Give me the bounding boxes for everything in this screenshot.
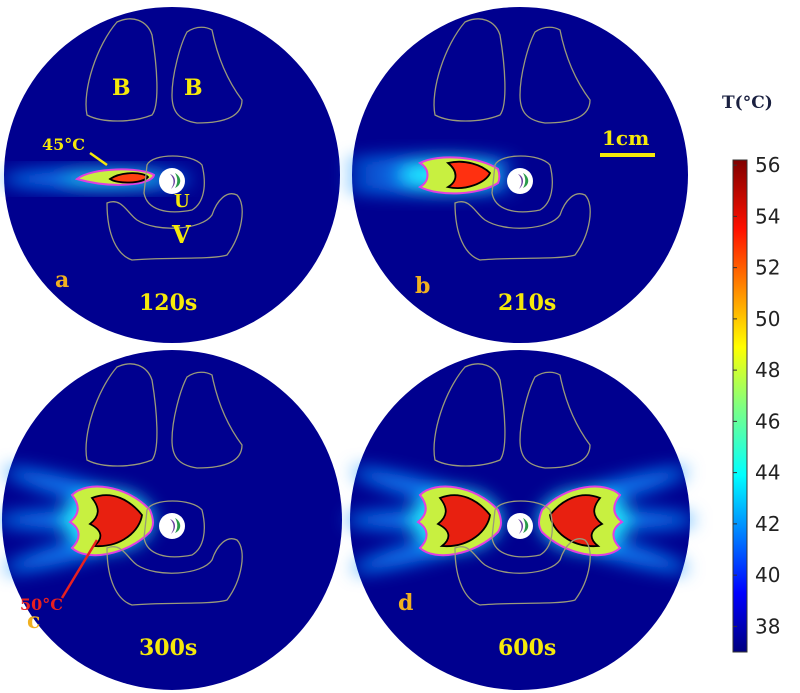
panel-time: 300s — [139, 635, 197, 661]
colorbar-tick-label: 42 — [755, 512, 780, 536]
colorbar-tick-label: 50 — [755, 307, 780, 331]
colorbar-tick-label: 40 — [755, 563, 780, 587]
isotherm-50 — [436, 494, 491, 547]
label-50c: 50°C — [20, 595, 63, 614]
label-45c: 45°C — [42, 135, 85, 154]
label-bone-right: B — [184, 75, 203, 101]
colorbar-tick-label: 54 — [755, 204, 780, 228]
colorbar-tick-label: 38 — [755, 614, 780, 638]
colorbar-tick-label: 48 — [755, 358, 780, 382]
scale-bar-label: 1cm — [602, 126, 649, 150]
colorbar-tick-label: 44 — [755, 461, 780, 485]
isotherm-50 — [445, 160, 492, 189]
panel-time: 210s — [498, 290, 556, 316]
isotherm-50 — [549, 494, 604, 547]
leader-line — [89, 151, 108, 167]
leader-line — [60, 539, 99, 599]
colorbar-tick-label: 56 — [755, 153, 780, 177]
panel-b: 1cm b 210s — [345, 7, 688, 343]
panel-time: 600s — [498, 635, 556, 661]
label-bone-left: B — [112, 75, 131, 101]
colorbar-tick-label: 52 — [755, 256, 780, 280]
panel-letter: b — [415, 273, 430, 299]
right-lesion — [538, 485, 624, 557]
colorbar-tick-label: 46 — [755, 409, 780, 433]
panel-d: d 600s — [345, 350, 695, 690]
panel-c: 50°C c 300s — [0, 350, 342, 690]
colorbar-gradient — [732, 159, 748, 653]
colorbar-title: T(°C) — [722, 93, 773, 113]
panel-letter: d — [398, 590, 413, 616]
label-urethra: U — [174, 191, 190, 212]
panel-a: B B 45°C U V a 120s — [2, 7, 340, 343]
panel-letter: a — [55, 267, 69, 293]
panel-letter: c — [27, 608, 40, 634]
panel-time: 120s — [139, 290, 197, 316]
label-vessel: V — [171, 220, 191, 249]
colorbar: T(°C) 56 54 52 50 48 46 44 42 40 38 — [722, 93, 780, 653]
left-lesion — [416, 485, 502, 557]
isotherm-50 — [108, 172, 150, 184]
